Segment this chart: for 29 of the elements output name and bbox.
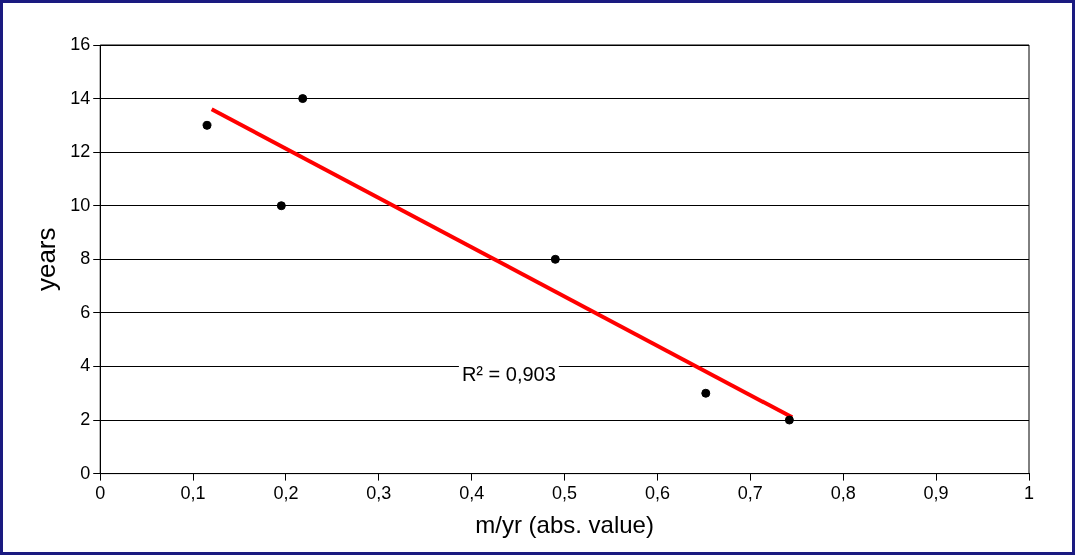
point [298, 94, 308, 104]
y-tick-label: 2 [80, 408, 91, 429]
x-tick-label: 0,1 [180, 483, 206, 504]
x-tick-label: 0,3 [366, 483, 392, 504]
y-tick-label: 8 [80, 248, 91, 269]
y-axis-title: years [30, 227, 61, 292]
x-tick-label: 1 [1023, 483, 1035, 504]
point [202, 120, 212, 130]
x-tick-label: 0,2 [273, 483, 299, 504]
x-tick-label: 0 [95, 483, 106, 504]
x-tick-label: 0,5 [552, 483, 578, 504]
point [276, 201, 286, 211]
y-tick-label: 16 [70, 33, 91, 54]
point [550, 254, 560, 264]
y-tick-label: 14 [70, 87, 91, 108]
x-tick-label: 0,4 [459, 483, 485, 504]
annotation: R² = 0,903 [461, 362, 556, 385]
y-tick-label: 0 [80, 462, 91, 483]
y-tick-label: 12 [70, 141, 91, 162]
y-tick-label: 4 [80, 355, 91, 376]
x-axis-title: m/yr (abs. value) [475, 511, 654, 539]
x-tick-label: 0,9 [923, 483, 949, 504]
point [701, 388, 711, 398]
y-tick-label: 10 [70, 194, 91, 215]
x-tick-label: 0,7 [737, 483, 763, 504]
x-tick-label: 0,6 [644, 483, 670, 504]
y-tick-label: 6 [80, 301, 91, 322]
x-tick-label: 0,8 [830, 483, 856, 504]
point [784, 415, 794, 425]
